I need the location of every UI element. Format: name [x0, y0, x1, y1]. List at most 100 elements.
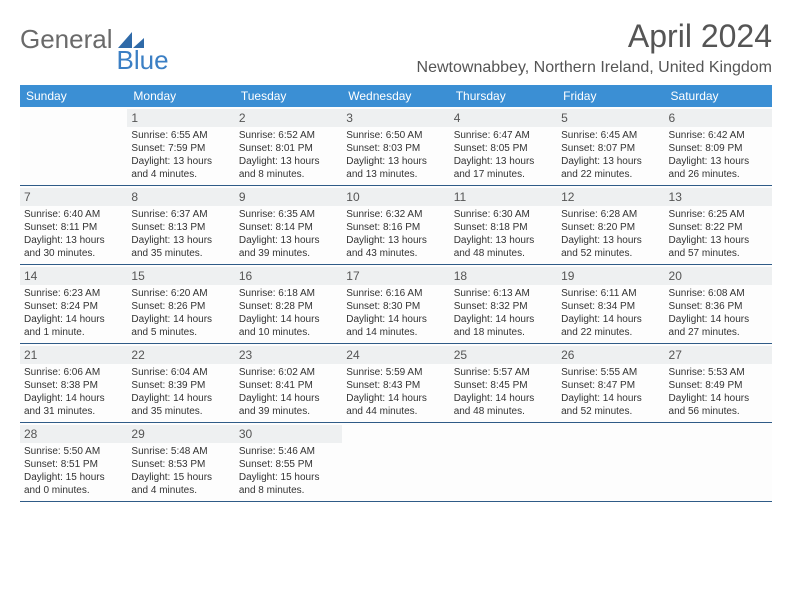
- day-details: Sunrise: 5:50 AMSunset: 8:51 PMDaylight:…: [24, 445, 123, 497]
- day-details: Sunrise: 5:59 AMSunset: 8:43 PMDaylight:…: [346, 366, 445, 418]
- day-cell: [450, 423, 557, 501]
- sunrise-text: Sunrise: 6:35 AM: [239, 208, 338, 221]
- sunset-text: Sunset: 8:32 PM: [454, 300, 553, 313]
- day-details: Sunrise: 6:25 AMSunset: 8:22 PMDaylight:…: [669, 208, 768, 260]
- sunrise-text: Sunrise: 5:55 AM: [561, 366, 660, 379]
- day-cell: 29Sunrise: 5:48 AMSunset: 8:53 PMDayligh…: [127, 423, 234, 501]
- sunrise-text: Sunrise: 6:40 AM: [24, 208, 123, 221]
- sunrise-text: Sunrise: 6:42 AM: [669, 129, 768, 142]
- sunrise-text: Sunrise: 6:06 AM: [24, 366, 123, 379]
- daylight-text: Daylight: 14 hours and 56 minutes.: [669, 392, 768, 418]
- day-number: 26: [557, 346, 664, 364]
- sunset-text: Sunset: 8:22 PM: [669, 221, 768, 234]
- sunrise-text: Sunrise: 6:30 AM: [454, 208, 553, 221]
- day-number: 10: [342, 188, 449, 206]
- sunrise-text: Sunrise: 5:46 AM: [239, 445, 338, 458]
- sunset-text: Sunset: 8:24 PM: [24, 300, 123, 313]
- day-cell: 1Sunrise: 6:55 AMSunset: 7:59 PMDaylight…: [127, 107, 234, 185]
- day-number: 7: [20, 188, 127, 206]
- sunset-text: Sunset: 8:16 PM: [346, 221, 445, 234]
- day-cell: 14Sunrise: 6:23 AMSunset: 8:24 PMDayligh…: [20, 265, 127, 343]
- day-number: 11: [450, 188, 557, 206]
- day-cell: 11 Sunrise: 6:30 AMSunset: 8:18 PMDayligh…: [450, 186, 557, 264]
- sunset-text: Sunset: 8:14 PM: [239, 221, 338, 234]
- daylight-text: Daylight: 13 hours and 52 minutes.: [561, 234, 660, 260]
- sunset-text: Sunset: 8:41 PM: [239, 379, 338, 392]
- daylight-text: Daylight: 14 hours and 18 minutes.: [454, 313, 553, 339]
- daylight-text: Daylight: 14 hours and 5 minutes.: [131, 313, 230, 339]
- day-number: 3: [342, 109, 449, 127]
- daylight-text: Daylight: 13 hours and 48 minutes.: [454, 234, 553, 260]
- day-cell: [665, 423, 772, 501]
- day-number: 24: [342, 346, 449, 364]
- daylight-text: Daylight: 14 hours and 44 minutes.: [346, 392, 445, 418]
- sunrise-text: Sunrise: 6:52 AM: [239, 129, 338, 142]
- day-details: Sunrise: 6:42 AMSunset: 8:09 PMDaylight:…: [669, 129, 768, 181]
- sunset-text: Sunset: 8:26 PM: [131, 300, 230, 313]
- sunset-text: Sunset: 8:49 PM: [669, 379, 768, 392]
- daylight-text: Daylight: 13 hours and 4 minutes.: [131, 155, 230, 181]
- day-details: Sunrise: 6:45 AMSunset: 8:07 PMDaylight:…: [561, 129, 660, 181]
- logo-text-general: General: [20, 24, 113, 55]
- sunrise-text: Sunrise: 6:32 AM: [346, 208, 445, 221]
- sunset-text: Sunset: 8:13 PM: [131, 221, 230, 234]
- daylight-text: Daylight: 14 hours and 10 minutes.: [239, 313, 338, 339]
- sunset-text: Sunset: 8:51 PM: [24, 458, 123, 471]
- day-details: Sunrise: 6:47 AMSunset: 8:05 PMDaylight:…: [454, 129, 553, 181]
- day-cell: 17Sunrise: 6:16 AMSunset: 8:30 PMDayligh…: [342, 265, 449, 343]
- day-details: Sunrise: 5:46 AMSunset: 8:55 PMDaylight:…: [239, 445, 338, 497]
- sunset-text: Sunset: 8:45 PM: [454, 379, 553, 392]
- sunrise-text: Sunrise: 6:55 AM: [131, 129, 230, 142]
- day-details: Sunrise: 6:04 AMSunset: 8:39 PMDaylight:…: [131, 366, 230, 418]
- day-number: 5: [557, 109, 664, 127]
- sunrise-text: Sunrise: 6:11 AM: [561, 287, 660, 300]
- day-details: Sunrise: 6:35 AMSunset: 8:14 PMDaylight:…: [239, 208, 338, 260]
- sunrise-text: Sunrise: 5:48 AM: [131, 445, 230, 458]
- day-cell: 30Sunrise: 5:46 AMSunset: 8:55 PMDayligh…: [235, 423, 342, 501]
- day-cell: [557, 423, 664, 501]
- sunrise-text: Sunrise: 6:37 AM: [131, 208, 230, 221]
- day-number: 16: [235, 267, 342, 285]
- dow-tuesday: Tuesday: [235, 85, 342, 107]
- day-cell: 2 Sunrise: 6:52 AMSunset: 8:01 PMDaylight…: [235, 107, 342, 185]
- sunrise-text: Sunrise: 6:13 AM: [454, 287, 553, 300]
- daylight-text: Daylight: 13 hours and 39 minutes.: [239, 234, 338, 260]
- calendar: Sunday Monday Tuesday Wednesday Thursday…: [20, 85, 772, 502]
- day-details: Sunrise: 6:50 AMSunset: 8:03 PMDaylight:…: [346, 129, 445, 181]
- dow-sunday: Sunday: [20, 85, 127, 107]
- sunrise-text: Sunrise: 6:23 AM: [24, 287, 123, 300]
- sunset-text: Sunset: 8:28 PM: [239, 300, 338, 313]
- daylight-text: Daylight: 14 hours and 22 minutes.: [561, 313, 660, 339]
- day-details: Sunrise: 6:11 AMSunset: 8:34 PMDaylight:…: [561, 287, 660, 339]
- daylight-text: Daylight: 14 hours and 31 minutes.: [24, 392, 123, 418]
- sunset-text: Sunset: 8:01 PM: [239, 142, 338, 155]
- day-details: Sunrise: 5:55 AMSunset: 8:47 PMDaylight:…: [561, 366, 660, 418]
- dow-saturday: Saturday: [665, 85, 772, 107]
- day-number: 9: [235, 188, 342, 206]
- day-details: Sunrise: 6:18 AMSunset: 8:28 PMDaylight:…: [239, 287, 338, 339]
- daylight-text: Daylight: 13 hours and 8 minutes.: [239, 155, 338, 181]
- week-row: 28Sunrise: 5:50 AMSunset: 8:51 PMDayligh…: [20, 423, 772, 502]
- day-cell: 21Sunrise: 6:06 AMSunset: 8:38 PMDayligh…: [20, 344, 127, 422]
- dow-thursday: Thursday: [450, 85, 557, 107]
- sunset-text: Sunset: 8:53 PM: [131, 458, 230, 471]
- day-cell: 22Sunrise: 6:04 AMSunset: 8:39 PMDayligh…: [127, 344, 234, 422]
- day-details: Sunrise: 6:52 AMSunset: 8:01 PMDaylight:…: [239, 129, 338, 181]
- day-details: Sunrise: 6:06 AMSunset: 8:38 PMDaylight:…: [24, 366, 123, 418]
- day-cell: 18Sunrise: 6:13 AMSunset: 8:32 PMDayligh…: [450, 265, 557, 343]
- day-cell: 16 Sunrise: 6:18 AMSunset: 8:28 PMDayligh…: [235, 265, 342, 343]
- day-details: Sunrise: 6:23 AMSunset: 8:24 PMDaylight:…: [24, 287, 123, 339]
- daylight-text: Daylight: 13 hours and 22 minutes.: [561, 155, 660, 181]
- day-details: Sunrise: 6:30 AMSunset: 8:18 PMDaylight:…: [454, 208, 553, 260]
- daylight-text: Daylight: 15 hours and 0 minutes.: [24, 471, 123, 497]
- day-cell: 26 Sunrise: 5:55 AMSunset: 8:47 PMDayligh…: [557, 344, 664, 422]
- day-details: Sunrise: 5:57 AMSunset: 8:45 PMDaylight:…: [454, 366, 553, 418]
- header: GeneralBlue April 2024 Newtownabbey, Nor…: [20, 18, 772, 77]
- day-cell: 4 Sunrise: 6:47 AMSunset: 8:05 PMDaylight…: [450, 107, 557, 185]
- day-number: 27: [665, 346, 772, 364]
- day-number: 2: [235, 109, 342, 127]
- day-number: 4: [450, 109, 557, 127]
- day-number: 15: [127, 267, 234, 285]
- day-cell: 27Sunrise: 5:53 AMSunset: 8:49 PMDayligh…: [665, 344, 772, 422]
- daylight-text: Daylight: 14 hours and 1 minute.: [24, 313, 123, 339]
